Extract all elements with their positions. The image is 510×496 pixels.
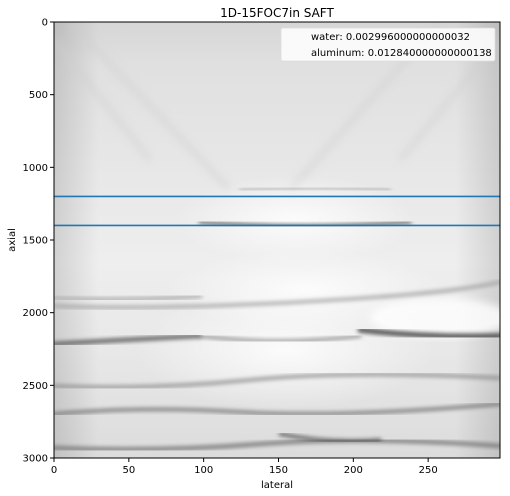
y-axis: 0 500 1000 1500 2000 2500 3000 — [23, 18, 54, 465]
x-tick-label: 150 — [269, 465, 288, 476]
x-axis-label: lateral — [261, 480, 293, 491]
y-tick-label: 1500 — [23, 236, 48, 247]
y-tick-label: 1000 — [23, 163, 48, 174]
x-tick-label: 50 — [122, 465, 135, 476]
y-tick-label: 2500 — [23, 381, 48, 392]
x-tick-label: 250 — [419, 465, 438, 476]
x-tick-label: 100 — [194, 465, 213, 476]
x-tick-label: 0 — [51, 465, 57, 476]
series-layer — [54, 195, 500, 227]
chart-title: 1D-15FOC7in SAFT — [220, 6, 334, 20]
legend-entry-aluminum: aluminum: 0.012840000000000138 — [311, 48, 492, 59]
y-tick-label: 500 — [29, 90, 48, 101]
y-axis-label: axial — [7, 228, 18, 252]
y-tick-label: 2000 — [23, 308, 48, 319]
x-tick-label: 200 — [344, 465, 363, 476]
x-axis: 0 50 100 150 200 250 — [51, 458, 438, 476]
legend-box — [280, 27, 496, 62]
y-tick-label: 0 — [42, 18, 48, 29]
legend: water: 0.002996000000000032 aluminum: 0.… — [280, 27, 496, 62]
heatmap-image — [54, 22, 500, 458]
y-tick-label: 3000 — [23, 454, 48, 465]
legend-entry-water: water: 0.002996000000000032 — [311, 32, 470, 43]
